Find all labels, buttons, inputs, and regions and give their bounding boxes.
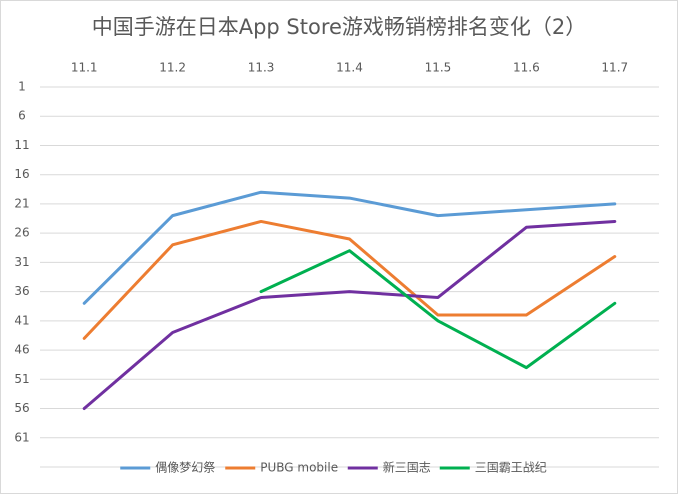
legend-label: 偶像梦幻祭 xyxy=(155,461,215,475)
y-tick-label: 1 xyxy=(18,80,26,94)
y-tick-label: 56 xyxy=(14,401,29,415)
y-tick-label: 26 xyxy=(14,226,29,240)
legend-label: PUBG mobile xyxy=(260,461,338,475)
y-tick-label: 6 xyxy=(18,109,26,123)
x-tick-label: 11.7 xyxy=(601,61,628,75)
x-tick-label: 11.6 xyxy=(513,61,540,75)
y-tick-label: 46 xyxy=(14,343,29,357)
x-tick-label: 11.5 xyxy=(425,61,452,75)
x-tick-label: 11.1 xyxy=(71,61,98,75)
legend-label: 新三国志 xyxy=(383,460,431,475)
y-tick-label: 36 xyxy=(14,284,29,298)
line-series xyxy=(82,219,617,411)
y-tick-label: 51 xyxy=(14,372,29,386)
x-tick-label: 11.4 xyxy=(336,61,363,75)
line-series xyxy=(82,190,617,305)
y-tick-label: 41 xyxy=(14,313,29,327)
chart-title: 中国手游在日本App Store游戏畅销榜排名变化（2） xyxy=(92,15,587,39)
x-tick-label: 11.3 xyxy=(248,61,275,75)
legend-label: 三国霸王战纪 xyxy=(475,461,547,475)
line-series xyxy=(82,219,617,340)
line-series xyxy=(259,249,617,370)
x-tick-label: 11.2 xyxy=(159,61,186,75)
y-tick-label: 61 xyxy=(14,430,29,444)
y-tick-label: 11 xyxy=(14,138,29,152)
y-tick-label: 16 xyxy=(14,167,29,181)
y-tick-label: 31 xyxy=(14,255,29,269)
y-tick-label: 21 xyxy=(14,196,29,210)
